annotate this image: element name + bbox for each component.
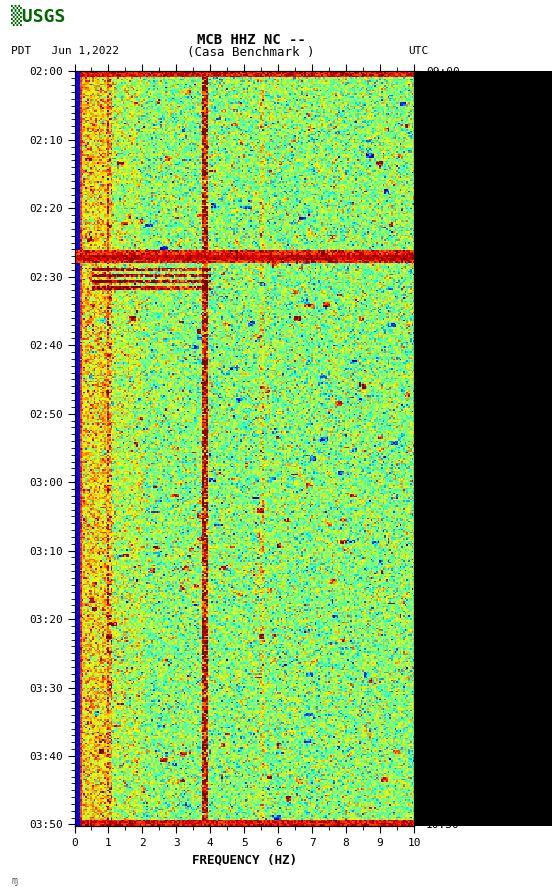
Text: ▒USGS: ▒USGS [11, 4, 66, 26]
Text: MCB HHZ NC --: MCB HHZ NC -- [197, 33, 306, 47]
Text: (Casa Benchmark ): (Casa Benchmark ) [188, 46, 315, 60]
Text: UTC: UTC [408, 46, 429, 56]
Text: PDT   Jun 1,2022: PDT Jun 1,2022 [11, 46, 119, 56]
Text: ɱ: ɱ [11, 876, 17, 886]
X-axis label: FREQUENCY (HZ): FREQUENCY (HZ) [192, 854, 297, 866]
